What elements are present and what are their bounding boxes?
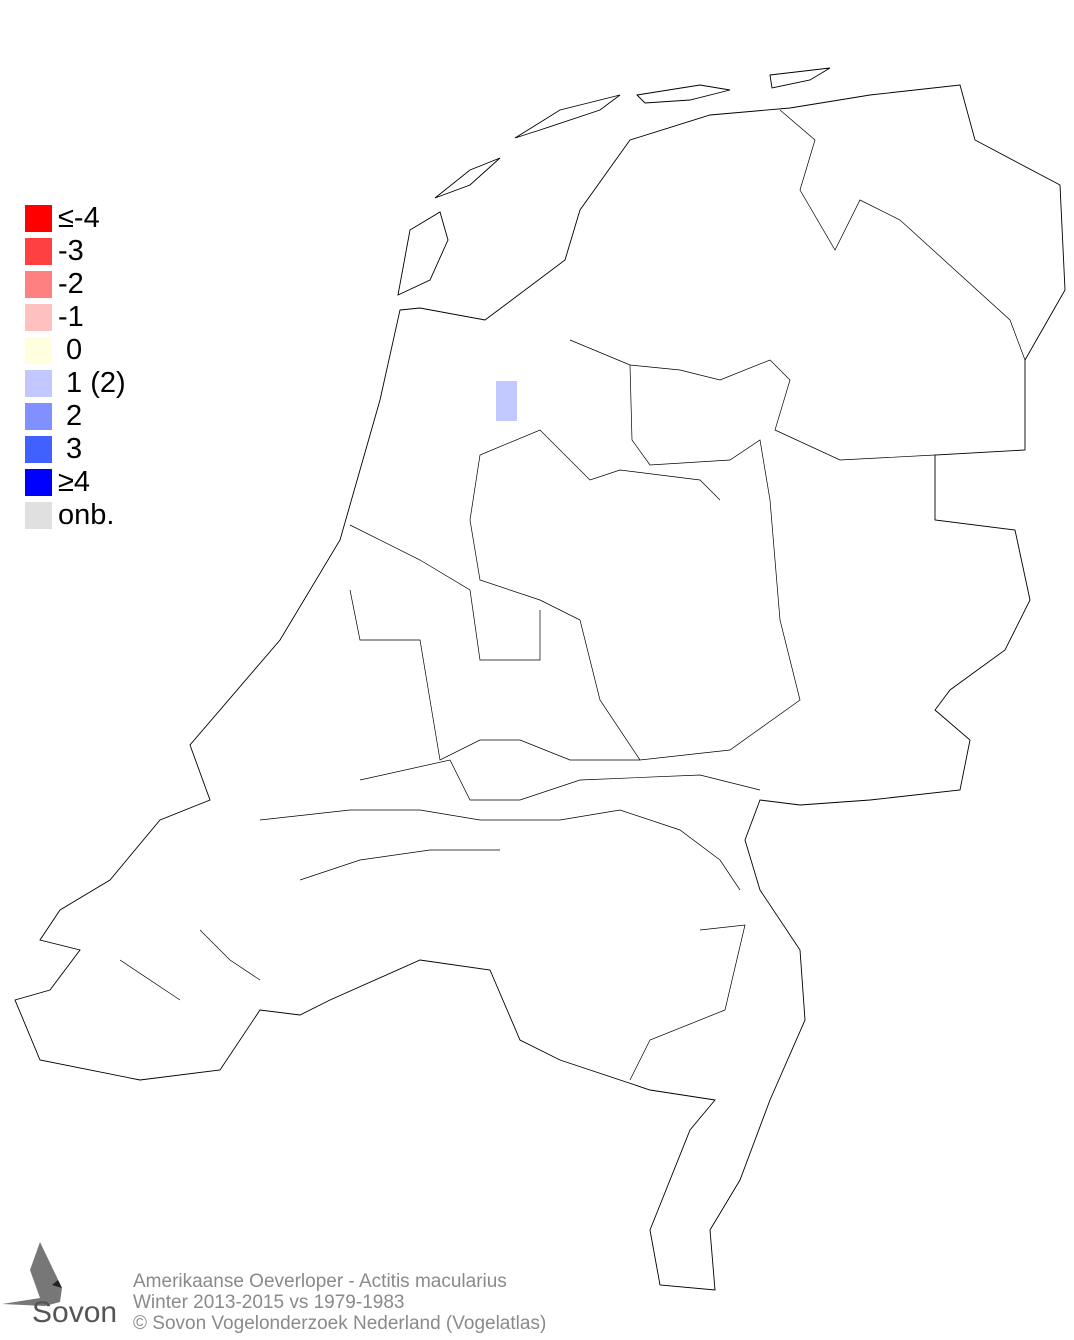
legend-swatch (25, 238, 52, 265)
legend-swatch (25, 403, 52, 430)
province-borders (119, 109, 1026, 1081)
species-title: Amerikaanse Oeverloper - Actitis macular… (133, 1271, 507, 1292)
period-subtitle: Winter 2013-2015 vs 1979-1983 (133, 1292, 405, 1313)
island-vlieland (434, 157, 501, 199)
legend-label: 1 (2) (58, 367, 126, 399)
legend-label: ≤-4 (58, 202, 100, 234)
legend-label: onb. (58, 499, 115, 531)
grid-cell-positive (496, 381, 517, 421)
legend-swatch (25, 469, 52, 496)
legend-swatch (25, 502, 52, 529)
map-caption: Amerikaanse Oeverloper - Actitis macular… (133, 1271, 546, 1334)
legend-label: -2 (58, 268, 84, 300)
island-texel (397, 211, 449, 296)
legend-swatch (25, 436, 52, 463)
legend-label: 3 (58, 433, 83, 465)
legend-swatch (25, 304, 52, 331)
legend-label: 0 (58, 334, 83, 366)
island-schiermonnikoog (769, 67, 831, 89)
country-outline (14, 84, 1066, 1291)
logo-text: Sovon (32, 1296, 118, 1329)
copyright: © Sovon Vogelonderzoek Nederland (Vogela… (133, 1313, 547, 1334)
swallow-icon (2, 1242, 62, 1306)
legend-swatch (25, 370, 52, 397)
legend-swatch (25, 205, 52, 232)
legend-swatch (25, 337, 52, 364)
island-ameland (636, 84, 731, 104)
legend-label: 2 (58, 400, 83, 432)
island-terschelling (514, 94, 621, 139)
legend-label: ≥4 (58, 466, 91, 498)
legend-label: -1 (58, 301, 84, 333)
legend-label: -3 (58, 235, 84, 267)
legend-swatch (25, 271, 52, 298)
